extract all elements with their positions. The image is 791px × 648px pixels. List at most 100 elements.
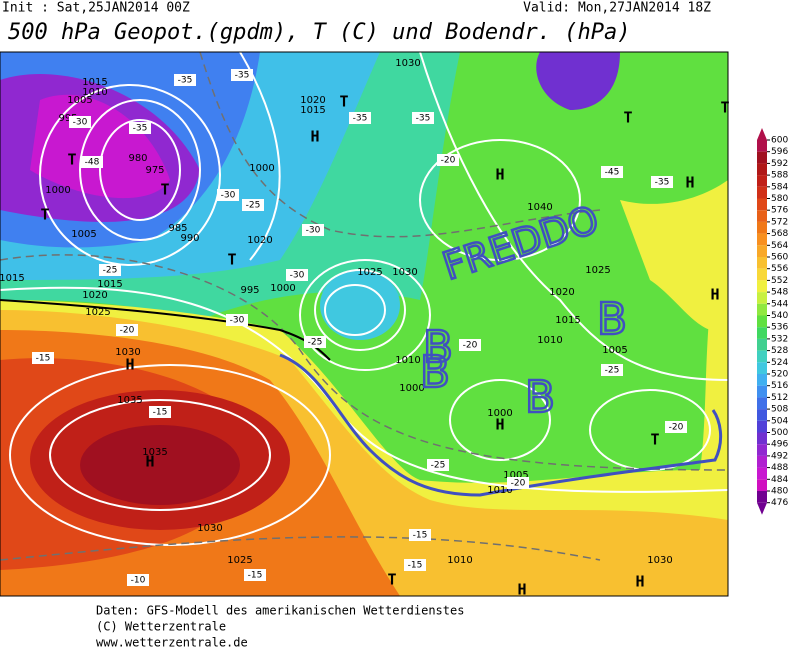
- isobar-label: 1015: [82, 77, 107, 88]
- isobar-label: 1015: [300, 105, 325, 116]
- colorbar-segment: [757, 140, 767, 152]
- colorbar-segment: [757, 315, 767, 328]
- colorbar-segment: [757, 221, 767, 234]
- temperature-box: [127, 574, 149, 586]
- isobar-label: 1040: [527, 202, 552, 213]
- temperature-box: [81, 156, 103, 168]
- temperature-box: [286, 269, 308, 281]
- isobar-label: 1025: [227, 555, 252, 566]
- isobar-label: 1000: [270, 283, 295, 294]
- colorbar-cap: [757, 128, 767, 140]
- temperature-box: [409, 529, 431, 541]
- temperature-label: -15: [248, 571, 263, 581]
- temperature-box: [174, 74, 196, 86]
- colorbar-label: 556: [771, 264, 788, 274]
- temperature-label: -30: [290, 271, 305, 281]
- high-marker: H: [517, 581, 526, 599]
- isobar-label: 1010: [487, 485, 512, 496]
- colorbar-segment: [757, 268, 767, 281]
- colorbar-label: 476: [771, 498, 788, 508]
- high-marker: H: [125, 356, 134, 374]
- annotation-mark: B: [420, 347, 450, 398]
- isobar-label: 1000: [399, 383, 424, 394]
- colorbar-label: 564: [771, 241, 788, 251]
- isobar-label: 1025: [357, 267, 382, 278]
- isobar-label: 1025: [85, 307, 110, 318]
- map-frame: [0, 51, 729, 597]
- colorbar-label: 544: [771, 299, 788, 309]
- temperature-box: [244, 569, 266, 581]
- colorbar-segment: [757, 397, 767, 410]
- low-marker: T: [227, 251, 236, 269]
- high-marker: H: [145, 453, 154, 471]
- temperature-box: [302, 224, 324, 236]
- footer-line: www.wetterzentrale.de: [96, 636, 248, 648]
- isobar-label: 1030: [395, 58, 420, 69]
- temperature-box: [217, 189, 239, 201]
- high-marker: H: [685, 174, 694, 192]
- colorbar-label: 516: [771, 381, 788, 391]
- colorbar-segment: [757, 233, 767, 246]
- colorbar-label: 592: [771, 159, 788, 169]
- colorbar-segment: [757, 444, 767, 456]
- colorbar-label: 600: [771, 136, 788, 146]
- temperature-box: [349, 112, 371, 124]
- colorbar-label: 500: [771, 428, 788, 438]
- temperature-box: [69, 116, 91, 128]
- colorbar-label: 596: [771, 147, 788, 157]
- temperature-label: -20: [669, 423, 684, 433]
- colorbar-segment: [757, 432, 767, 445]
- colorbar-label: 584: [771, 182, 788, 192]
- colorbar-segment: [757, 467, 767, 480]
- isobar-label: 1005: [67, 95, 92, 106]
- isobar-label: 995: [58, 113, 77, 124]
- colorbar-label: 492: [771, 451, 788, 461]
- colorbar-segment: [757, 257, 767, 269]
- temperature-box: [242, 199, 264, 211]
- annotation-mark: B: [597, 294, 627, 345]
- colorbar-segment: [757, 409, 767, 421]
- colorbar-label: 552: [771, 276, 788, 286]
- colorbar-segment: [757, 350, 767, 363]
- temperature-box: [507, 477, 529, 489]
- annotation-mark: B: [423, 322, 453, 373]
- temperature-label: -20: [120, 326, 135, 336]
- colorbar-label: 480: [771, 487, 788, 497]
- colorbar-label: 548: [771, 288, 788, 298]
- isobar-label: 1020: [82, 290, 107, 301]
- low-marker: T: [720, 99, 729, 117]
- temperature-box: [651, 176, 673, 188]
- temperature-label: -10: [131, 576, 146, 586]
- temperature-box: [149, 406, 171, 418]
- isobar-label: 1005: [503, 470, 528, 481]
- footer-line: Daten: GFS-Modell des amerikanischen Wet…: [96, 604, 464, 618]
- isobar-label: 990: [180, 233, 199, 244]
- isobar-label: 1000: [487, 408, 512, 419]
- isobar-label: 1010: [395, 355, 420, 366]
- colorbar-segment: [757, 186, 767, 199]
- footer-line: (C) Wetterzentrale: [96, 620, 226, 634]
- low-marker: T: [650, 431, 659, 449]
- temperature-box: [231, 69, 253, 81]
- high-marker: H: [635, 573, 644, 591]
- low-marker: T: [160, 181, 169, 199]
- temperature-label: -20: [511, 479, 526, 489]
- isobar-label: 1015: [555, 315, 580, 326]
- colorbar-label: 560: [771, 253, 788, 263]
- init-text: Init : Sat,25JAN2014 00Z: [2, 1, 190, 16]
- temperature-box: [601, 166, 623, 178]
- temperature-box: [99, 264, 121, 276]
- colorbar-label: 496: [771, 440, 788, 450]
- temperature-label: -30: [221, 191, 236, 201]
- temperature-label: -25: [605, 366, 620, 376]
- colorbar-segment: [757, 420, 767, 433]
- isobar-label: 980: [128, 153, 147, 164]
- temperature-label: -15: [36, 354, 51, 364]
- colorbar-label: 504: [771, 416, 788, 426]
- temperature-label: -15: [153, 408, 168, 418]
- isobar-label: 1020: [247, 235, 272, 246]
- colorbar-label: 532: [771, 334, 788, 344]
- isobar-label: 1010: [447, 555, 472, 566]
